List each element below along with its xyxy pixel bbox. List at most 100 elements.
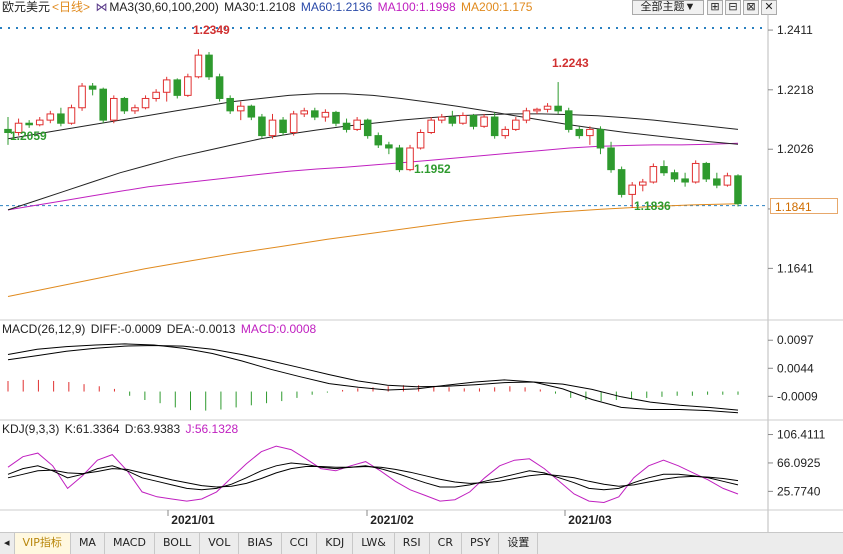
candle-body (279, 119, 287, 134)
macd-dea: DEA:-0.0013 (166, 322, 236, 336)
close-icon[interactable]: ✕ (761, 0, 777, 15)
candle-body (490, 116, 499, 137)
tab-cci[interactable]: CCI (282, 533, 318, 554)
kdj-name: KDJ(9,3,3) (2, 422, 60, 436)
candle-body (459, 114, 467, 124)
tab-boll[interactable]: BOLL (155, 533, 201, 554)
price-tick-label: 1.1641 (777, 261, 814, 275)
tab-设置[interactable]: 设置 (499, 533, 539, 554)
candle-body (670, 172, 679, 180)
candle-body (639, 181, 647, 186)
kdj-tick-label: 106.4111 (777, 428, 826, 442)
tab-psy[interactable]: PSY (462, 533, 500, 554)
candle-body (617, 169, 626, 195)
annotation-high2: 1.2243 (552, 56, 589, 70)
macd-tick-label: 0.0044 (777, 361, 814, 375)
candle-body (268, 119, 277, 137)
price-tick-label: 1.2411 (777, 23, 813, 37)
candle-body (99, 88, 107, 121)
period-label[interactable]: <日线> (52, 0, 91, 14)
candle-body (194, 54, 203, 78)
main-pane (0, 27, 768, 297)
annotation-low3: 1.1836 (634, 199, 671, 213)
ma30-line (7, 93, 739, 145)
candle-body (575, 128, 584, 137)
candle-body (46, 113, 55, 121)
chart-canvas[interactable]: 1.24111.22181.20261.18331.16410.00970.00… (0, 0, 843, 532)
kdj-legend: KDJ(9,3,3) K:61.3364 D:63.9383 J:56.1328 (2, 422, 240, 436)
kdj-tick-label: 66.0925 (777, 456, 821, 470)
candle-body (78, 85, 86, 109)
ma60-line (7, 113, 739, 211)
ma200-value: MA200:1.175 (461, 0, 533, 14)
candle-body (723, 175, 732, 186)
candle-body (649, 166, 658, 183)
tab-macd[interactable]: MACD (105, 533, 155, 554)
macd-dea-line (7, 344, 739, 411)
tab-scroll-left[interactable]: ◂ (0, 533, 15, 554)
candle-body (4, 128, 12, 134)
candle-body (363, 119, 372, 137)
candle-body (215, 76, 224, 99)
candle-body (691, 162, 700, 183)
candle-body (88, 85, 97, 90)
theme-dropdown[interactable]: 全部主题▼ (632, 0, 704, 15)
candle-body (501, 128, 510, 137)
ma200-line (7, 203, 739, 297)
candle-body (321, 111, 330, 118)
candle-body (395, 147, 404, 171)
main-legend: 欧元美元 <日线> ⋈ MA3(30,60,100,200) MA30:1.2108… (2, 0, 534, 14)
time-tick-label: 2021/02 (370, 513, 414, 527)
pair-name: 欧元美元 (2, 0, 51, 14)
tab-bias[interactable]: BIAS (239, 533, 282, 554)
candle-body (448, 116, 457, 124)
candle-body (332, 111, 340, 124)
tab-cr[interactable]: CR (430, 533, 462, 554)
candle-body (162, 79, 171, 93)
candle-body (660, 166, 668, 174)
tab-vol[interactable]: VOL (200, 533, 240, 554)
candle-body (607, 147, 615, 171)
candle-body (311, 110, 319, 118)
tab-lw&[interactable]: LW& (353, 533, 395, 554)
macd-legend: MACD(26,12,9) DIFF:-0.0009 DEA:-0.0013 M… (2, 322, 318, 336)
time-axis: 2021/01 2021/02 2021/03 (167, 510, 612, 527)
candle-body (480, 116, 488, 127)
candle-body (205, 54, 213, 78)
tab-ma[interactable]: MA (71, 533, 105, 554)
ma30-value: MA30:1.2108 (224, 0, 296, 14)
zoom-out-button[interactable]: ⊟ (725, 0, 741, 15)
price-axis: 1.24111.22181.20261.18331.16410.00970.00… (768, 23, 826, 498)
candle-body (681, 178, 689, 183)
candle-body (300, 110, 309, 115)
candle-body (184, 76, 192, 96)
price-tick-label: 1.2218 (777, 83, 814, 97)
ma100-value: MA100:1.1998 (377, 0, 456, 14)
indicator-tabbar: ◂ VIP指标 MA MACD BOLL VOL BIAS CCI KDJ LW& RSI CR PSY… (0, 532, 843, 554)
ma-label: MA3(30,60,100,200) (109, 0, 219, 14)
kdj-tick-label: 25.7740 (777, 484, 821, 498)
ma-indicator-icon: ⋈ (95, 0, 108, 14)
candle-body (247, 105, 256, 118)
fullscreen-button[interactable]: ⊠ (743, 0, 759, 15)
candle-body (14, 122, 23, 134)
time-tick-label: 2021/03 (568, 513, 612, 527)
kdj-d: D:63.9383 (124, 422, 181, 436)
candle-body (385, 144, 393, 149)
candle-body (131, 107, 139, 112)
candle-body (564, 110, 573, 130)
candle-body (35, 119, 44, 126)
candle-body (554, 105, 562, 112)
candle-body (512, 119, 520, 130)
tab-vip-indicator[interactable]: VIP指标 (14, 533, 71, 554)
candle-body (25, 122, 33, 126)
candle-body (152, 91, 160, 99)
candle-body (628, 184, 636, 195)
tab-rsi[interactable]: RSI (395, 533, 430, 554)
kdj-k: K:61.3364 (64, 422, 120, 436)
tab-kdj[interactable]: KDJ (317, 533, 354, 554)
candle-body (374, 135, 383, 146)
candle-body (289, 113, 298, 134)
candle-body (226, 97, 234, 112)
zoom-in-button[interactable]: ⊞ (707, 0, 723, 15)
